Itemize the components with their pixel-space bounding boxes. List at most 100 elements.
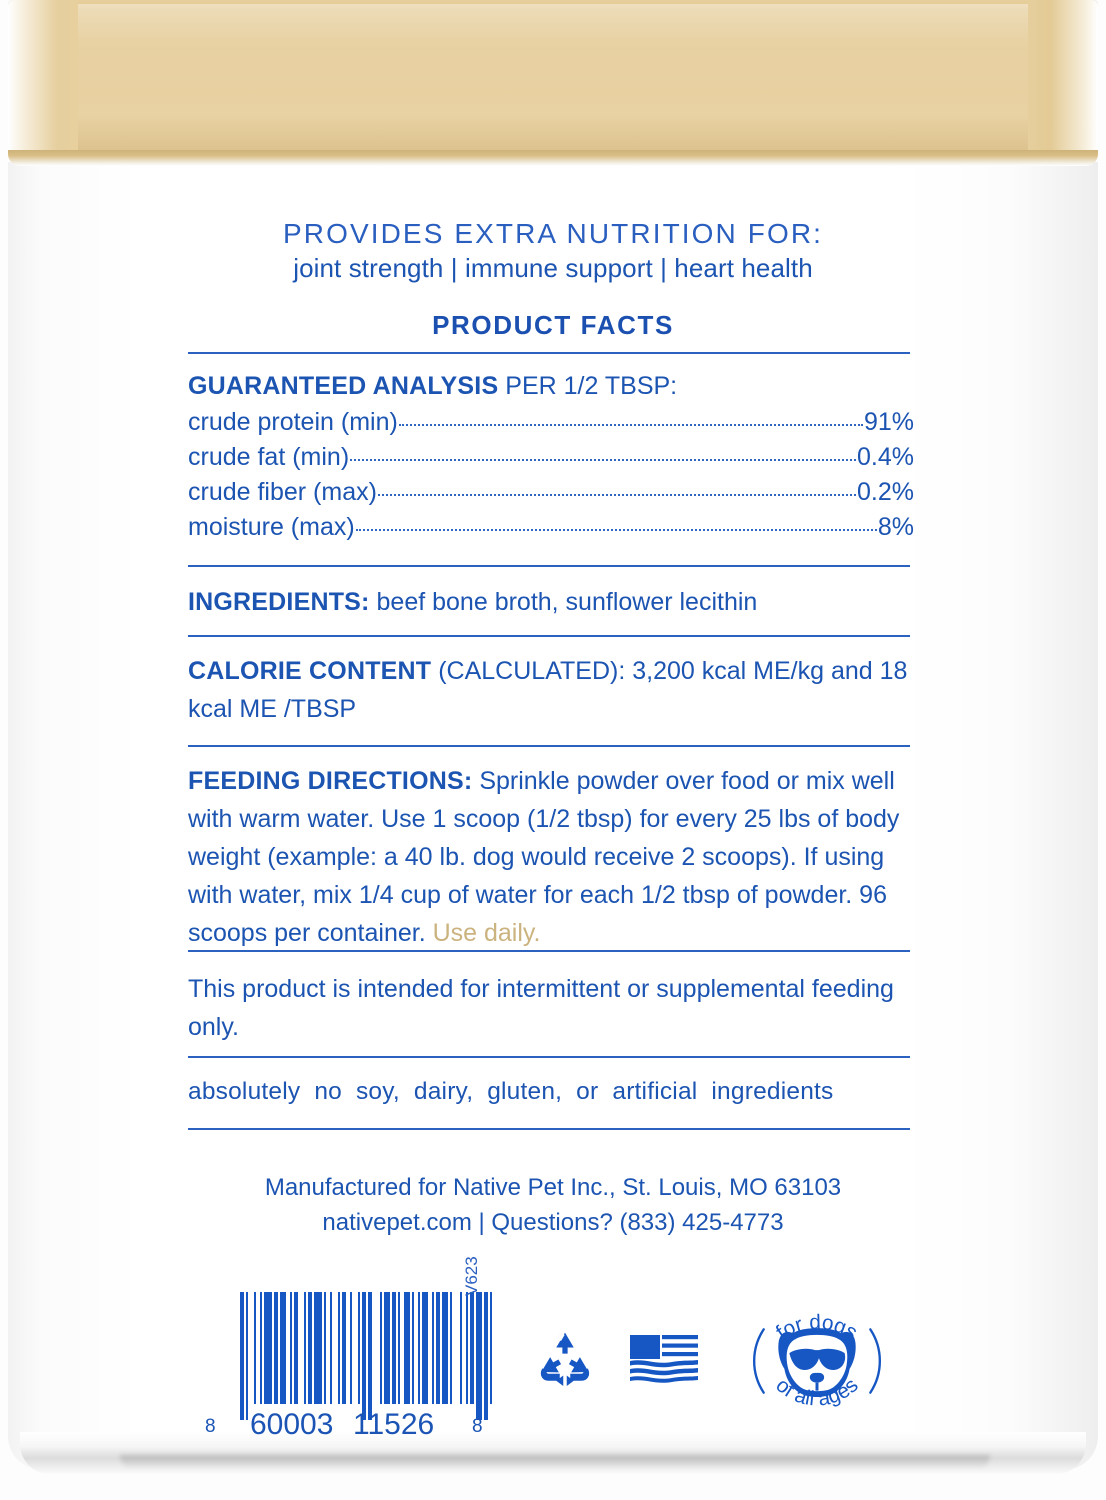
barcode [240, 1292, 492, 1420]
lid-left-edge [8, 0, 78, 162]
divider-5 [188, 950, 910, 952]
barcode-bar [342, 1292, 346, 1404]
divider-1 [188, 352, 910, 354]
calorie-content-section: CALORIE CONTENT (CALCULATED): 3,200 kcal… [188, 652, 914, 728]
guaranteed-analysis-heading-bold: GUARANTEED ANALYSIS [188, 372, 499, 400]
barcode-group-1: 60003 [250, 1408, 334, 1441]
barcode-bar [422, 1292, 428, 1404]
ingredients-text: beef bone broth, sunflower lecithin [369, 588, 758, 616]
barcode-bar [384, 1292, 390, 1404]
barcode-bar [432, 1292, 434, 1404]
barcode-bar [398, 1292, 400, 1404]
barcode-bar [442, 1292, 448, 1404]
barcode-bar [368, 1292, 372, 1420]
feeding-directions-section: FEEDING DIRECTIONS: Sprinkle powder over… [188, 762, 914, 952]
barcode-bar [280, 1292, 286, 1404]
free-from-statement: absolutely no soy, dairy, gluten, or art… [188, 1078, 834, 1105]
barcode-group-2: 11526 [353, 1408, 435, 1441]
barcode-bar [314, 1292, 322, 1404]
ingredients-section: INGREDIENTS: beef bone broth, sunflower … [188, 583, 914, 621]
barcode-bar [264, 1292, 272, 1404]
barcode-bar [460, 1292, 462, 1404]
barcode-bar [246, 1292, 248, 1420]
version-code: V623 [462, 1256, 481, 1296]
barcode-bar [240, 1292, 244, 1420]
barcode-bar [490, 1292, 492, 1404]
divider-7 [188, 1128, 910, 1130]
divider-6 [188, 1056, 910, 1058]
barcode-right-digit: 8 [472, 1416, 483, 1437]
barcode-bar [338, 1292, 340, 1404]
analysis-value: 0.4% [857, 443, 914, 471]
barcode-bar [484, 1292, 488, 1420]
barcode-bar [290, 1292, 292, 1404]
for-dogs-of-all-ages-badge: for dogs of all ages [738, 1282, 896, 1440]
analysis-value: 8% [877, 513, 914, 541]
feeding-directions-text: Sprinkle powder over food or mix well wi… [188, 767, 900, 947]
manufacturer-line-1: Manufactured for Native Pet Inc., St. Lo… [264, 1174, 842, 1201]
divider-2 [188, 565, 910, 567]
divider-3 [188, 635, 910, 637]
barcode-bar [274, 1292, 278, 1404]
container-bottom-shadow [120, 1455, 990, 1469]
product-facts-title: PRODUCT FACTS [432, 310, 674, 340]
tagline-benefits: joint strength | immune support | heart … [293, 253, 813, 283]
ingredients-label: INGREDIENTS: [188, 588, 370, 616]
guaranteed-analysis-heading: GUARANTEED ANALYSIS PER 1/2 TBSP: [188, 372, 677, 401]
barcode-left-digit: 8 [205, 1416, 216, 1437]
lid-right-edge [1028, 0, 1098, 162]
divider-4 [188, 745, 910, 747]
analysis-label: crude fiber (max) [188, 478, 377, 506]
feeding-directions-accent: Use daily. [432, 919, 541, 947]
analysis-value: 0.2% [857, 478, 914, 506]
barcode-bar [362, 1292, 366, 1420]
table-row: crude fiber (max) 0.2% [188, 478, 914, 513]
manufacturer-line-2: nativepet.com | Questions? (833) 425-477… [322, 1209, 784, 1236]
made-in-usa-flag-icon [628, 1333, 700, 1383]
analysis-label: crude fat (min) [188, 443, 350, 471]
calorie-content-text: (CALCULATED): 3,200 kcal ME/kg and 18 kc… [188, 657, 908, 723]
barcode-bar [350, 1292, 352, 1404]
container-lid [8, 0, 1098, 160]
leader-dots [355, 519, 877, 531]
barcode-bar [380, 1292, 382, 1404]
guaranteed-analysis-heading-rest: PER 1/2 TBSP: [498, 372, 678, 400]
barcode-bar [308, 1292, 312, 1404]
barcode-bar [254, 1292, 256, 1404]
leader-dots [377, 484, 857, 496]
barcode-bar [436, 1292, 440, 1404]
barcode-bar [392, 1292, 396, 1404]
lid-sheen [70, 4, 1030, 154]
barcode-bar [260, 1292, 262, 1404]
barcode-bar [324, 1292, 326, 1404]
barcode-bars [240, 1292, 496, 1420]
dog-head-icon [778, 1328, 856, 1398]
barcode-bar [404, 1292, 410, 1404]
calorie-content-label: CALORIE CONTENT [188, 657, 432, 685]
table-row: moisture (max) 8% [188, 513, 914, 548]
barcode-bar [330, 1292, 332, 1404]
analysis-value: 91% [863, 408, 914, 436]
barcode-bar [466, 1292, 468, 1404]
table-row: crude protein (min) 91% [188, 408, 914, 443]
lid-bottom-edge [8, 150, 1098, 166]
barcode-bar [304, 1292, 306, 1404]
table-row: crude fat (min) 0.4% [188, 443, 914, 478]
barcode-bar [412, 1292, 414, 1404]
leader-dots [350, 449, 857, 461]
recycle-icon [536, 1330, 594, 1386]
analysis-label: crude protein (min) [188, 408, 398, 436]
barcode-bar [470, 1292, 474, 1404]
barcode-bar [418, 1292, 420, 1404]
barcode-digits: 8 60003 11526 8 [205, 1408, 515, 1442]
barcode-bar [450, 1292, 452, 1404]
guaranteed-analysis-rows: crude protein (min) 91% crude fat (min) … [188, 408, 914, 548]
container-body [8, 0, 1098, 1470]
tagline-title: PROVIDES EXTRA NUTRITION FOR: [282, 218, 824, 249]
intermittent-feeding-notice: This product is intended for intermitten… [188, 975, 894, 1041]
analysis-label: moisture (max) [188, 513, 355, 541]
leader-dots [398, 414, 863, 426]
barcode-bar [476, 1292, 482, 1420]
